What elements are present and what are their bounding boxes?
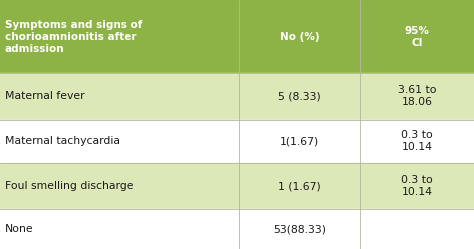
Text: 53(88.33): 53(88.33) — [273, 224, 326, 234]
Bar — [0, 0, 474, 73]
Text: 1 (1.67): 1 (1.67) — [278, 181, 321, 191]
Text: 0.3 to
10.14: 0.3 to 10.14 — [401, 130, 433, 152]
Text: 0.3 to
10.14: 0.3 to 10.14 — [401, 175, 433, 197]
Bar — [0, 73, 474, 120]
Text: 5 (8.33): 5 (8.33) — [278, 91, 321, 102]
Bar — [0, 163, 474, 209]
Text: None: None — [5, 224, 33, 234]
Text: 95%
CI: 95% CI — [405, 26, 429, 48]
Text: Maternal tachycardia: Maternal tachycardia — [5, 136, 120, 146]
Text: 1(1.67): 1(1.67) — [280, 136, 319, 146]
Text: 3.61 to
18.06: 3.61 to 18.06 — [398, 85, 437, 108]
Text: Foul smelling discharge: Foul smelling discharge — [5, 181, 133, 191]
Bar — [0, 209, 474, 249]
Text: No (%): No (%) — [280, 32, 319, 42]
Text: Symptoms and signs of
chorioamnionitis after
admission: Symptoms and signs of chorioamnionitis a… — [5, 20, 142, 54]
Bar — [0, 120, 474, 163]
Text: Maternal fever: Maternal fever — [5, 91, 84, 102]
